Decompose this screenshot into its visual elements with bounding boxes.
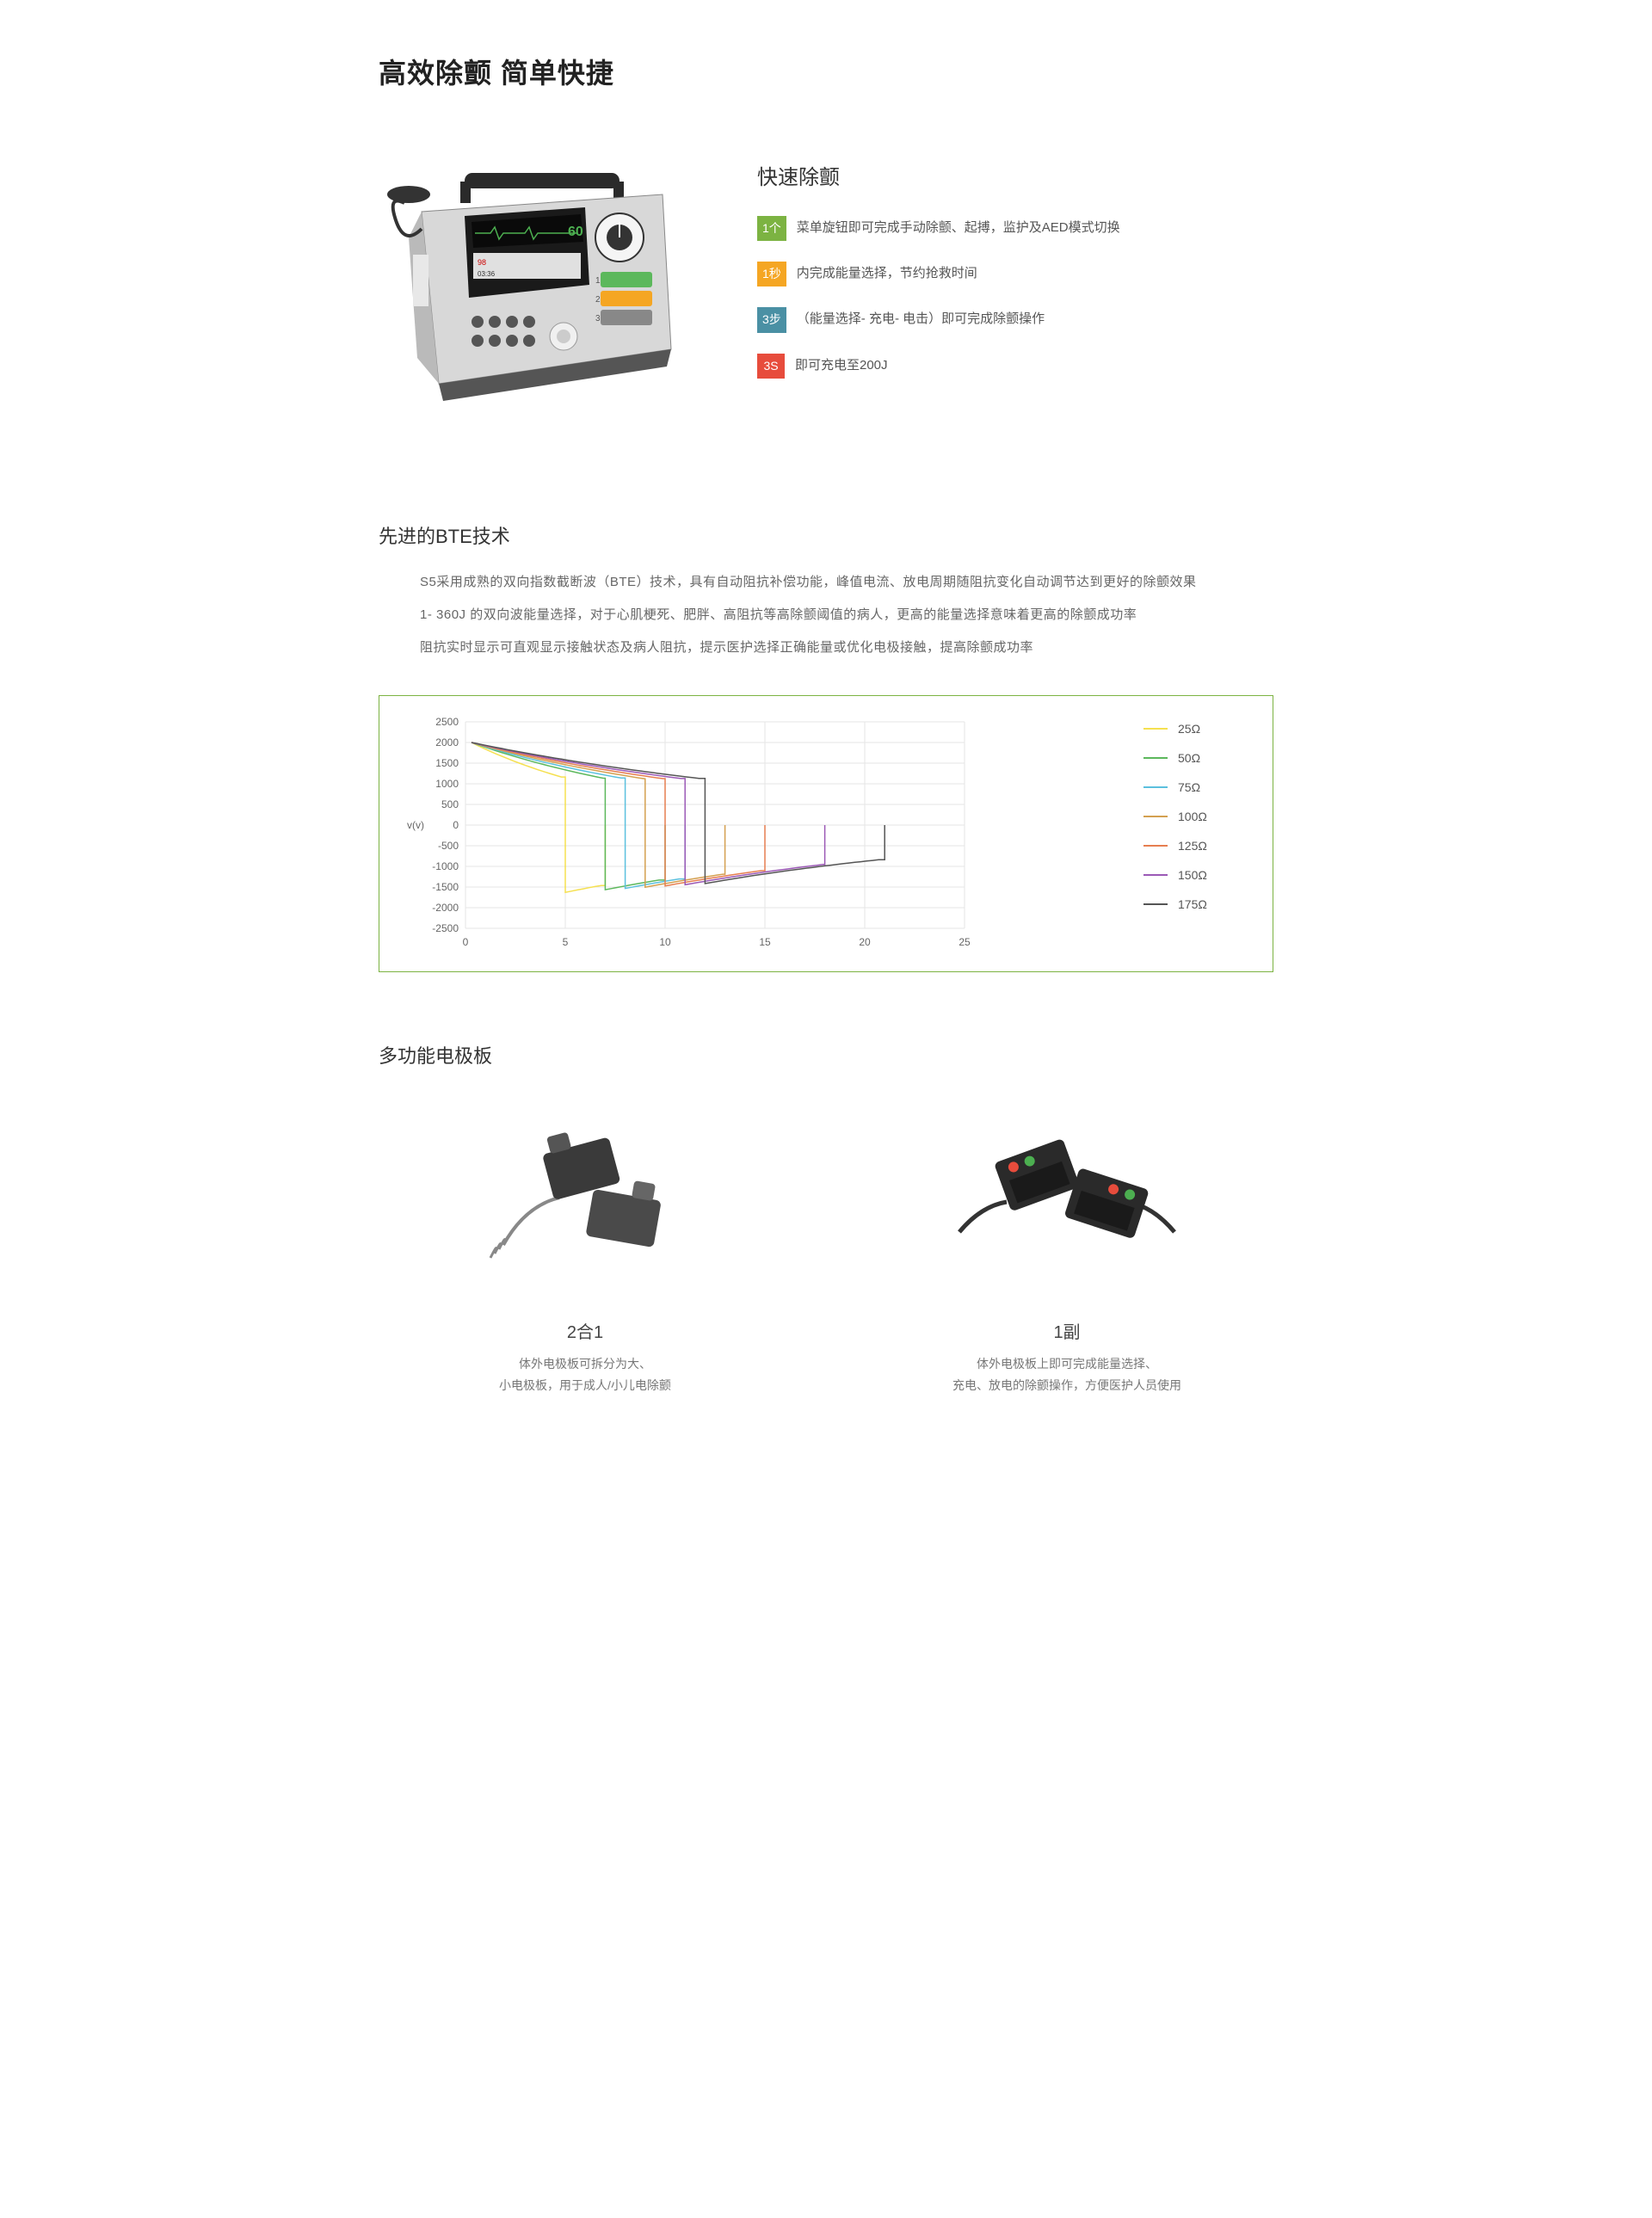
svg-text:03:36: 03:36 <box>478 270 496 278</box>
svg-text:1000: 1000 <box>435 778 459 790</box>
svg-text:1500: 1500 <box>435 757 459 769</box>
paddle-image <box>860 1103 1273 1292</box>
legend-item: 125Ω <box>1143 839 1247 853</box>
feature-badge: 1个 <box>757 216 786 241</box>
feature-row: 3步 （能量选择- 充电- 电击）即可完成除颤操作 <box>757 307 1273 332</box>
bte-paragraph: 阻抗实时显示可直观显示接触状态及病人阻抗，提示医护选择正确能量或优化电极接触，提… <box>379 635 1273 661</box>
svg-text:-1000: -1000 <box>432 860 459 872</box>
bte-section: 先进的BTE技术 S5采用成熟的双向指数截断波（BTE）技术，具有自动阻抗补偿功… <box>379 521 1273 661</box>
features-list: 快速除颤 1个菜单旋钮即可完成手动除颤、起搏，监护及AED模式切换 1秒内完成能量… <box>757 143 1273 418</box>
paddles-title: 多功能电极板 <box>379 1041 1273 1069</box>
feature-text: 内完成能量选择，节约抢救时间 <box>797 262 977 286</box>
feature-text: 菜单旋钮即可完成手动除颤、起搏，监护及AED模式切换 <box>797 216 1120 241</box>
svg-text:v(v): v(v) <box>407 819 424 831</box>
svg-text:500: 500 <box>441 798 459 810</box>
svg-text:10: 10 <box>659 936 671 948</box>
legend-item: 25Ω <box>1143 722 1247 736</box>
svg-text:-2000: -2000 <box>432 902 459 914</box>
svg-text:0: 0 <box>453 819 459 831</box>
svg-text:25: 25 <box>959 936 971 948</box>
paddle-title: 2合1 <box>379 1318 792 1343</box>
feature-text: 即可充电至200J <box>795 354 888 379</box>
paddle-desc: 体外电极板可拆分为大、小电极板，用于成人/小儿电除颤 <box>379 1353 792 1396</box>
feature-badge: 1秒 <box>757 262 786 286</box>
svg-text:15: 15 <box>759 936 771 948</box>
feature-badge: 3步 <box>757 307 786 332</box>
legend-item: 50Ω <box>1143 751 1247 765</box>
device-image: 60 98 03:36 1 2 3 <box>379 143 706 418</box>
bte-title: 先进的BTE技术 <box>379 521 1273 549</box>
main-title: 高效除颤 简单快捷 <box>379 52 1273 91</box>
bte-chart: 2500 2000 1500 1000 500 0 -500 -1000 -1500 -2000 -… <box>379 695 1273 972</box>
feature-row: 1个菜单旋钮即可完成手动除颤、起搏，监护及AED模式切换 <box>757 216 1273 241</box>
paddle-title: 1副 <box>860 1318 1273 1343</box>
svg-text:-2500: -2500 <box>432 922 459 934</box>
feature-row: 3S 即可充电至200J <box>757 354 1273 379</box>
svg-text:60: 60 <box>568 225 583 239</box>
svg-text:1: 1 <box>595 276 601 286</box>
svg-text:3: 3 <box>595 314 601 323</box>
feature-row: 1秒内完成能量选择，节约抢救时间 <box>757 262 1273 286</box>
svg-text:2000: 2000 <box>435 736 459 749</box>
svg-text:0: 0 <box>463 936 469 948</box>
legend-item: 150Ω <box>1143 868 1247 882</box>
feature-text: （能量选择- 充电- 电击）即可完成除颤操作 <box>797 307 1045 332</box>
svg-text:98: 98 <box>478 258 486 267</box>
chart-legend: 25Ω 50Ω 75Ω 100Ω 125Ω 150Ω 175Ω <box>1143 713 1247 954</box>
svg-text:2500: 2500 <box>435 716 459 728</box>
legend-item: 175Ω <box>1143 897 1247 911</box>
legend-item: 100Ω <box>1143 810 1247 823</box>
svg-text:5: 5 <box>563 936 569 948</box>
paddles-section: 多功能电极板 2合1 体外电极板可拆分为大、小电极板，用于成人/小儿电除颤 <box>379 1041 1273 1396</box>
paddle-column: 2合1 体外电极板可拆分为大、小电极板，用于成人/小儿电除颤 <box>379 1103 792 1396</box>
svg-text:-500: -500 <box>438 840 459 852</box>
paddle-desc: 体外电极板上即可完成能量选择、充电、放电的除颤操作，方便医护人员使用 <box>860 1353 1273 1396</box>
svg-text:20: 20 <box>859 936 871 948</box>
svg-text:2: 2 <box>595 295 601 305</box>
legend-item: 75Ω <box>1143 780 1247 794</box>
svg-text:-1500: -1500 <box>432 881 459 893</box>
feature-badge: 3S <box>757 354 785 379</box>
paddle-image <box>379 1103 792 1292</box>
features-title: 快速除颤 <box>757 160 1273 190</box>
hero-section: 60 98 03:36 1 2 3 <box>379 143 1273 418</box>
paddle-column: 1副体外电极板上即可完成能量选择、充电、放电的除颤操作，方便医护人员使用 <box>860 1103 1273 1396</box>
bte-paragraph: 1- 360J 的双向波能量选择，对于心肌梗死、肥胖、高阻抗等高除颤阈值的病人，… <box>379 602 1273 628</box>
bte-paragraph: S5采用成熟的双向指数截断波（BTE）技术，具有自动阻抗补偿功能，峰值电流、放电… <box>379 570 1273 595</box>
